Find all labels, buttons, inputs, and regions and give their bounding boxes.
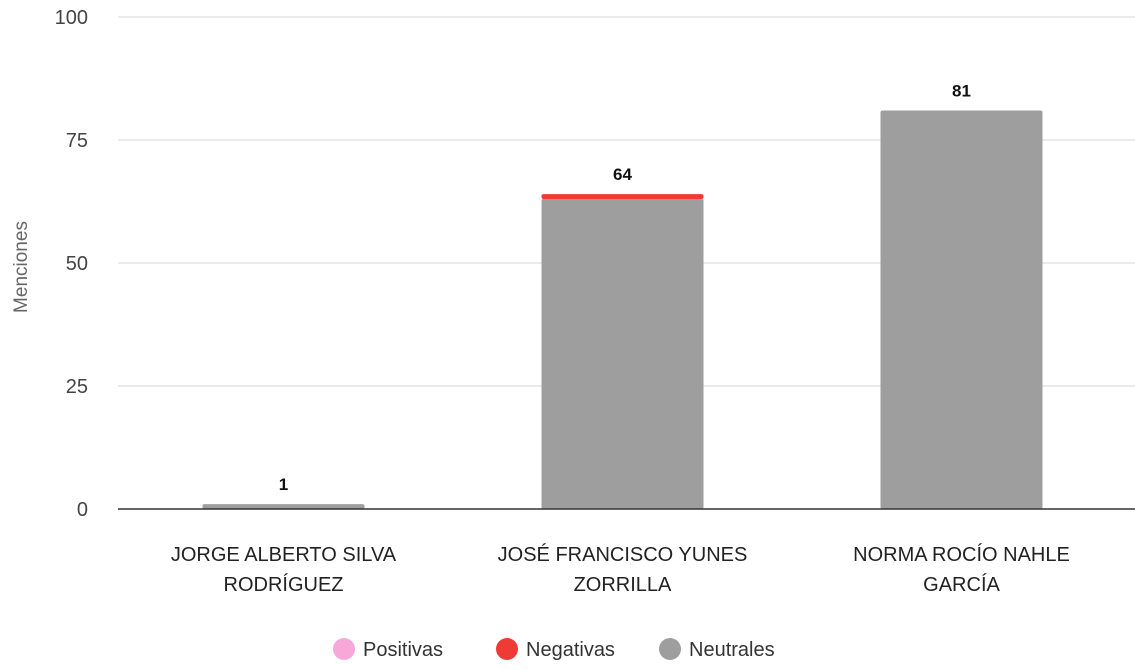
- x-category-label: JOSÉ FRANCISCO YUNES ZORRILLA: [498, 543, 748, 596]
- bar-total-label: 64: [613, 165, 632, 184]
- y-tick-label: 50: [66, 253, 88, 275]
- legend-label: Positivas: [363, 639, 443, 661]
- legend-item-negativas: Negativas: [496, 638, 615, 661]
- x-axis-category-labels: JORGE ALBERTO SILVA RODRÍGUEZ JOSÉ FRANCIS…: [171, 543, 1070, 596]
- x-category-label: NORMA ROCÍO NAHLE GARCÍA: [853, 543, 1070, 596]
- bar-segment-negativas: [541, 194, 704, 200]
- y-tick-label: 0: [77, 499, 88, 521]
- bar-segment-neutrales: [202, 504, 365, 509]
- legend-swatch: [496, 638, 518, 660]
- bar-total-label: 81: [952, 81, 971, 100]
- y-tick-label: 75: [66, 130, 88, 152]
- legend: Positivas Negativas Neutrales: [333, 638, 775, 661]
- legend-label: Neutrales: [689, 639, 775, 661]
- y-axis-label: Menciones: [11, 221, 32, 313]
- y-tick-label: 100: [55, 7, 88, 29]
- bar-segment-neutrales: [541, 199, 704, 510]
- bar-total-labels: 1 64 81: [279, 81, 971, 494]
- legend-item-neutrales: Neutrales: [659, 638, 775, 661]
- bars: [202, 110, 1043, 510]
- y-tick-label: 25: [66, 376, 88, 398]
- bar-total-label: 1: [279, 475, 288, 494]
- bar-segment-neutrales: [880, 110, 1043, 509]
- legend-label: Negativas: [526, 639, 615, 661]
- legend-item-positivas: Positivas: [333, 638, 443, 661]
- legend-swatch: [659, 638, 681, 660]
- y-axis-ticks: 0 25 50 75 100: [55, 7, 88, 521]
- legend-swatch: [333, 638, 355, 660]
- x-category-label: JORGE ALBERTO SILVA RODRÍGUEZ: [171, 544, 397, 596]
